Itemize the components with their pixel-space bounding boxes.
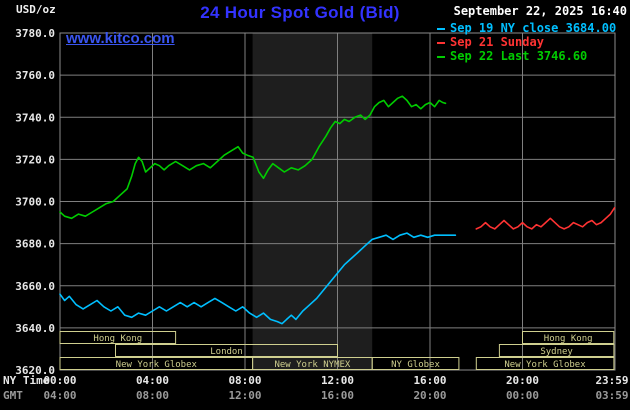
x-tick-label: 04:00: [43, 389, 76, 402]
legend-item-sep22: Sep 22 Last 3746.60: [437, 49, 616, 63]
session-label-new-york-globex: New York Globex: [504, 360, 586, 370]
x-tick-label: 20:00: [413, 389, 446, 402]
x-tick-label: 00:00: [506, 389, 539, 402]
session-label-new-york-nymex: New York NYMEX: [274, 360, 350, 370]
x-tick-label: 16:00: [321, 389, 354, 402]
y-tick-label: 3620.0: [15, 364, 55, 377]
y-tick-label: 3780.0: [15, 27, 55, 40]
x-tick-label: 03:59: [595, 389, 628, 402]
session-label-ny-globex: NY Globex: [391, 360, 440, 370]
session-label-hong-kong: Hong Kong: [93, 334, 142, 344]
chart-legend: Sep 19 NY close 3684.00 Sep 21 Sunday Se…: [437, 21, 616, 63]
y-axis-unit-label: USD/oz: [16, 3, 56, 16]
session-box-sydney: [498, 344, 615, 357]
x-tick-label: 08:00: [136, 389, 169, 402]
session-label-sydney: Sydney: [540, 347, 573, 357]
x-tick-label: 16:00: [413, 374, 446, 387]
y-tick-label: 3680.0: [15, 238, 55, 251]
legend-label: Sep 21 Sunday: [450, 35, 544, 49]
kitco-watermark-link[interactable]: www.kitco.com: [66, 30, 175, 47]
session-box-london: [115, 344, 338, 357]
y-tick-label: 3720.0: [15, 153, 55, 166]
session-box-hong-kong: [522, 331, 615, 344]
legend-label: Sep 19 NY close 3684.00: [450, 21, 617, 35]
x-tick-label: 20:00: [506, 374, 539, 387]
x-axis-row-name: NY Time: [3, 374, 50, 387]
session-box-ny-globex: [371, 357, 460, 370]
x-tick-label: 00:00: [43, 374, 76, 387]
session-label-london: London: [210, 347, 243, 357]
y-tick-label: 3660.0: [15, 280, 55, 293]
legend-dash-icon: [437, 41, 445, 44]
legend-item-sep19: Sep 19 NY close 3684.00: [437, 21, 616, 35]
x-axis-row-name: GMT: [3, 389, 23, 402]
legend-item-sep21: Sep 21 Sunday: [437, 35, 616, 49]
x-tick-label: 12:00: [321, 374, 354, 387]
series-line-sep-21-sunday: [475, 207, 616, 230]
y-tick-label: 3700.0: [15, 196, 55, 209]
x-tick-label: 08:00: [228, 374, 261, 387]
x-tick-label: 04:00: [136, 374, 169, 387]
series-line-sep-22-last-3746-60: [59, 95, 447, 220]
x-tick-label: 23:59: [595, 374, 628, 387]
session-label-new-york-globex: New York Globex: [116, 360, 198, 370]
y-tick-label: 3740.0: [15, 111, 55, 124]
legend-dash-icon: [437, 27, 445, 30]
session-label-hong-kong: Hong Kong: [544, 334, 593, 344]
legend-dash-icon: [437, 55, 445, 58]
session-box-new-york-globex: [475, 357, 615, 370]
y-tick-label: 3640.0: [15, 322, 55, 335]
session-box-hong-kong: [59, 331, 177, 344]
chart-datetime: September 22, 2025 16:40: [453, 4, 627, 18]
legend-label: Sep 22 Last 3746.60: [450, 49, 588, 63]
chart-title: 24 Hour Spot Gold (Bid): [200, 3, 400, 22]
y-tick-label: 3760.0: [15, 69, 55, 82]
series-line-sep-19-ny-close-3684-00: [59, 232, 457, 325]
x-tick-label: 12:00: [228, 389, 261, 402]
